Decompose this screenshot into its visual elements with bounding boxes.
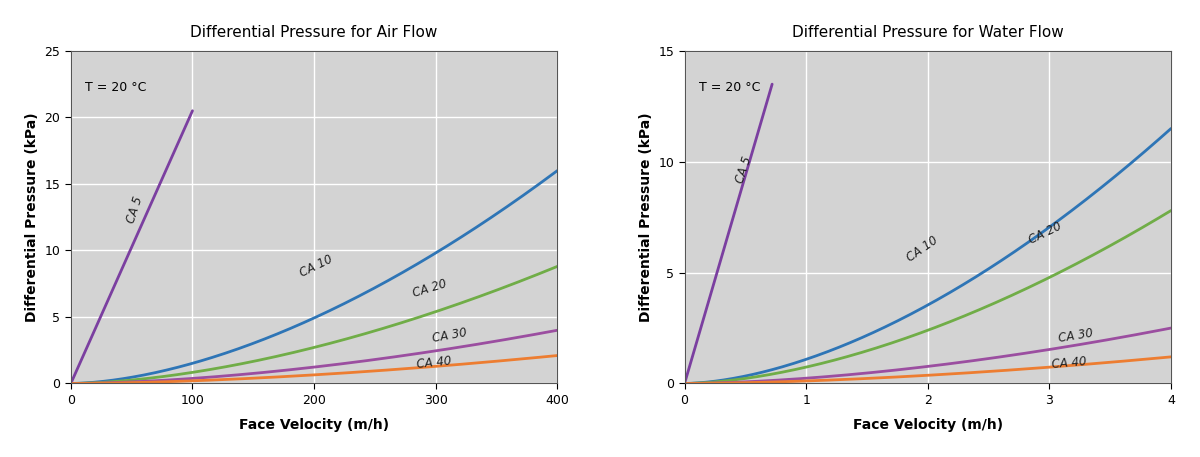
X-axis label: Face Velocity (m/h): Face Velocity (m/h) bbox=[853, 418, 1003, 432]
X-axis label: Face Velocity (m/h): Face Velocity (m/h) bbox=[239, 418, 389, 432]
Text: CA 10: CA 10 bbox=[298, 253, 335, 280]
Text: CA 5: CA 5 bbox=[733, 154, 755, 185]
Text: CA 30: CA 30 bbox=[1057, 327, 1094, 345]
Y-axis label: Differential Pressure (kPa): Differential Pressure (kPa) bbox=[25, 112, 38, 322]
Text: CA 5: CA 5 bbox=[125, 195, 145, 225]
Text: CA 40: CA 40 bbox=[1051, 355, 1087, 371]
Text: CA 30: CA 30 bbox=[432, 326, 468, 345]
Text: T = 20 °C: T = 20 °C bbox=[85, 81, 146, 94]
Text: CA 10: CA 10 bbox=[904, 233, 940, 264]
Text: CA 20: CA 20 bbox=[410, 277, 448, 300]
Title: Differential Pressure for Water Flow: Differential Pressure for Water Flow bbox=[792, 25, 1063, 40]
Text: CA 40: CA 40 bbox=[416, 354, 452, 371]
Text: CA 20: CA 20 bbox=[1027, 219, 1064, 246]
Title: Differential Pressure for Air Flow: Differential Pressure for Air Flow bbox=[191, 25, 438, 40]
Text: T = 20 °C: T = 20 °C bbox=[700, 81, 761, 94]
Y-axis label: Differential Pressure (kPa): Differential Pressure (kPa) bbox=[638, 112, 653, 322]
